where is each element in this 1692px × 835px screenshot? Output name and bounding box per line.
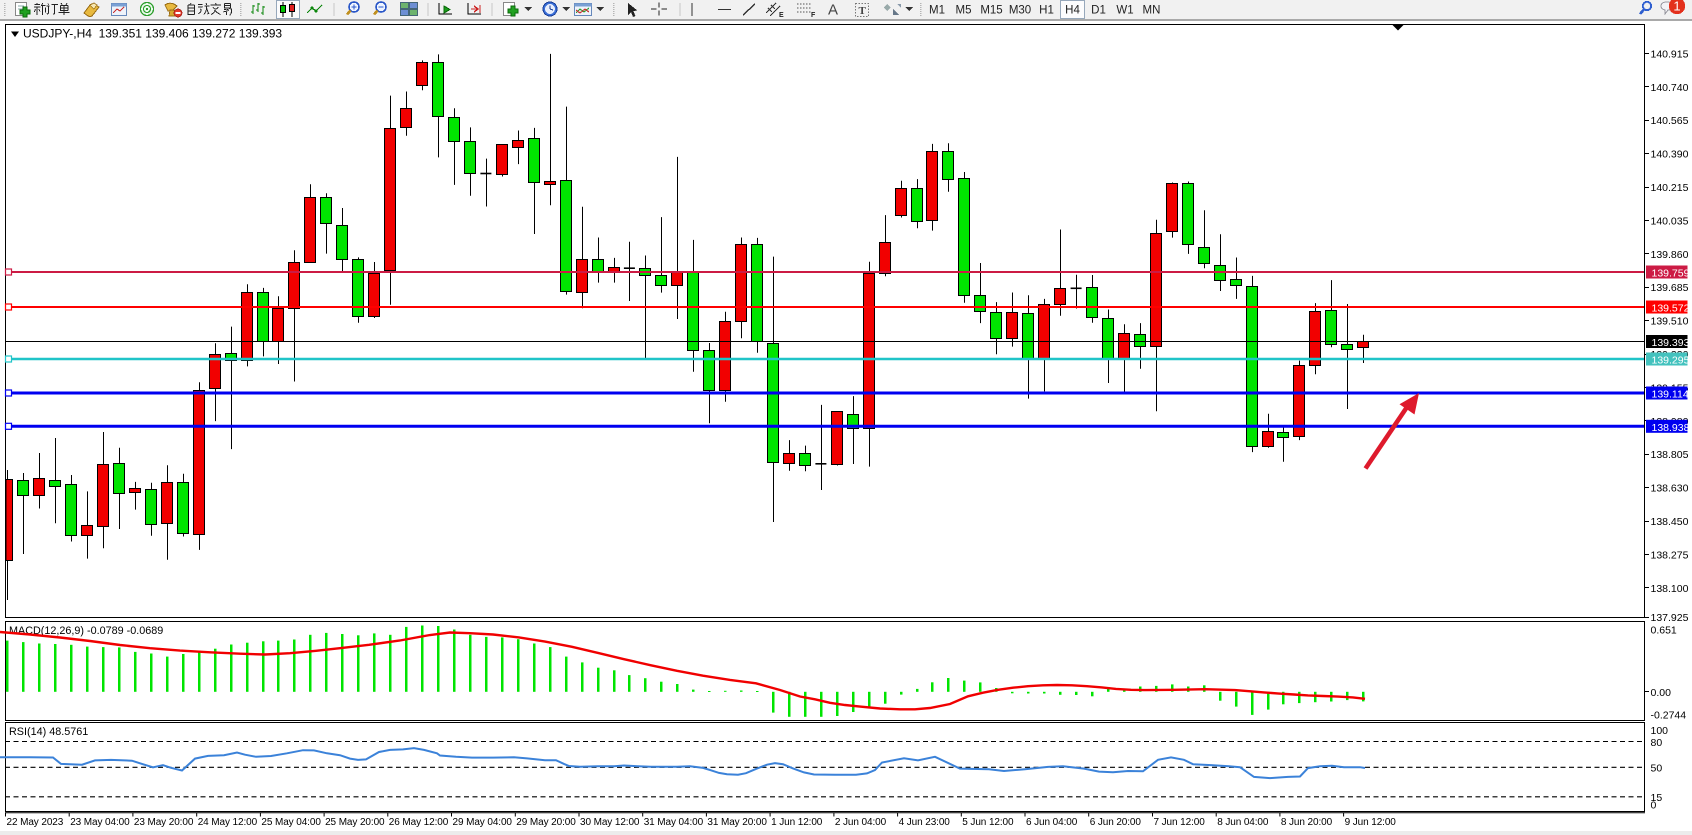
svg-text:M1: M1 bbox=[929, 5, 945, 17]
svg-text:USDJPY-,H4 139.351 139.406 13: USDJPY-,H4 139.351 139.406 139.272 139.3… bbox=[23, 27, 282, 41]
svg-text:-0.2744: -0.2744 bbox=[1651, 710, 1687, 722]
svg-text:6 Jun 20:00: 6 Jun 20:00 bbox=[1090, 817, 1142, 828]
svg-text:0.651: 0.651 bbox=[1651, 625, 1677, 637]
svg-text:138.100: 138.100 bbox=[1651, 583, 1689, 595]
svg-text:139.295: 139.295 bbox=[1652, 355, 1690, 367]
svg-text:138.275: 138.275 bbox=[1651, 549, 1689, 561]
svg-text:E: E bbox=[779, 12, 784, 19]
svg-text:139.393: 139.393 bbox=[1652, 337, 1690, 349]
svg-text:1 Jun 12:00: 1 Jun 12:00 bbox=[771, 817, 823, 828]
svg-text:22 May 2023: 22 May 2023 bbox=[7, 817, 64, 828]
svg-text:9 Jun 12:00: 9 Jun 12:00 bbox=[1345, 817, 1397, 828]
svg-text:M30: M30 bbox=[1009, 5, 1031, 17]
svg-text:140.915: 140.915 bbox=[1651, 48, 1689, 60]
svg-text:140.035: 140.035 bbox=[1651, 215, 1689, 227]
svg-text:80: 80 bbox=[1651, 737, 1663, 749]
svg-text:139.860: 139.860 bbox=[1651, 249, 1689, 261]
svg-text:30 May 12:00: 30 May 12:00 bbox=[580, 817, 640, 828]
svg-text:8 Jun 20:00: 8 Jun 20:00 bbox=[1281, 817, 1333, 828]
svg-text:25 May 20:00: 25 May 20:00 bbox=[325, 817, 385, 828]
svg-text:H4: H4 bbox=[1065, 5, 1080, 17]
svg-text:M5: M5 bbox=[956, 5, 972, 17]
svg-text:29 May 20:00: 29 May 20:00 bbox=[516, 817, 576, 828]
svg-text:26 May 12:00: 26 May 12:00 bbox=[389, 817, 449, 828]
svg-text:F: F bbox=[811, 12, 816, 19]
svg-text:0.00: 0.00 bbox=[1651, 687, 1672, 699]
svg-text:31 May 20:00: 31 May 20:00 bbox=[707, 817, 767, 828]
svg-text:138.938: 138.938 bbox=[1652, 422, 1690, 434]
svg-text:138.630: 138.630 bbox=[1651, 483, 1689, 495]
svg-text:140.740: 140.740 bbox=[1651, 82, 1689, 94]
svg-text:140.215: 140.215 bbox=[1651, 182, 1689, 194]
svg-text:100: 100 bbox=[1651, 725, 1669, 737]
svg-text:7 Jun 12:00: 7 Jun 12:00 bbox=[1154, 817, 1206, 828]
svg-text:138.450: 138.450 bbox=[1651, 516, 1689, 528]
svg-text:139.510: 139.510 bbox=[1651, 316, 1689, 328]
svg-text:23 May 20:00: 23 May 20:00 bbox=[134, 817, 194, 828]
svg-text:24 May 12:00: 24 May 12:00 bbox=[198, 817, 258, 828]
svg-text:T: T bbox=[859, 5, 867, 17]
svg-text:25 May 04:00: 25 May 04:00 bbox=[261, 817, 321, 828]
svg-text:D1: D1 bbox=[1091, 5, 1106, 17]
svg-text:0: 0 bbox=[1651, 800, 1657, 812]
svg-text:139.114: 139.114 bbox=[1652, 389, 1689, 401]
svg-text:5 Jun 12:00: 5 Jun 12:00 bbox=[962, 817, 1014, 828]
svg-text:1: 1 bbox=[1673, 0, 1680, 14]
svg-text:H1: H1 bbox=[1039, 5, 1054, 17]
svg-text:M15: M15 bbox=[980, 5, 1002, 17]
svg-text:W1: W1 bbox=[1116, 5, 1133, 17]
svg-text:6 Jun 04:00: 6 Jun 04:00 bbox=[1026, 817, 1078, 828]
svg-text:29 May 04:00: 29 May 04:00 bbox=[453, 817, 513, 828]
svg-text:23 May 04:00: 23 May 04:00 bbox=[70, 817, 130, 828]
svg-text:139.759: 139.759 bbox=[1652, 268, 1690, 280]
svg-text:15: 15 bbox=[1651, 792, 1663, 804]
svg-text:MN: MN bbox=[1143, 5, 1161, 17]
svg-text:139.572: 139.572 bbox=[1652, 303, 1690, 315]
svg-text:31 May 04:00: 31 May 04:00 bbox=[644, 817, 704, 828]
svg-text:A: A bbox=[828, 2, 838, 19]
svg-text:RSI(14) 48.5761: RSI(14) 48.5761 bbox=[9, 726, 88, 738]
svg-text:MACD(12,26,9) -0.0789 -0.0689: MACD(12,26,9) -0.0789 -0.0689 bbox=[9, 625, 163, 637]
svg-text:50: 50 bbox=[1651, 762, 1663, 774]
svg-text:137.925: 137.925 bbox=[1651, 612, 1689, 624]
svg-text:140.390: 140.390 bbox=[1651, 149, 1689, 161]
svg-text:140.565: 140.565 bbox=[1651, 115, 1689, 127]
svg-text:4 Jun 23:00: 4 Jun 23:00 bbox=[899, 817, 951, 828]
svg-text:139.685: 139.685 bbox=[1651, 282, 1689, 294]
svg-text:138.805: 138.805 bbox=[1651, 449, 1689, 461]
svg-text:8 Jun 04:00: 8 Jun 04:00 bbox=[1217, 817, 1269, 828]
svg-text:2 Jun 04:00: 2 Jun 04:00 bbox=[835, 817, 887, 828]
